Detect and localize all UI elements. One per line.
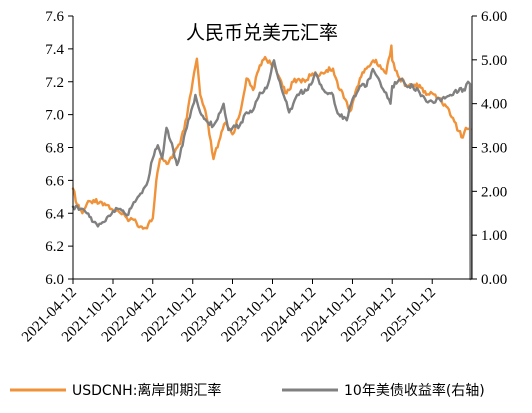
legend-label-treasury: 10年美债收益率(右轴) bbox=[344, 382, 485, 399]
right-y-tick-label: 3.00 bbox=[481, 141, 507, 157]
legend-label-usdcnh: USDCNH:离岸即期汇率 bbox=[72, 382, 221, 399]
legend: USDCNH:离岸即期汇率 10年美债收益率(右轴) bbox=[10, 382, 485, 399]
left-y-tick-label: 6.0 bbox=[45, 272, 64, 288]
left-y-tick-label: 6.4 bbox=[45, 206, 64, 222]
left-y-tick-label: 7.4 bbox=[45, 42, 64, 58]
right-y-tick-label: 1.00 bbox=[481, 228, 507, 244]
right-y-tick-label: 4.00 bbox=[481, 97, 507, 113]
left-y-tick-label: 6.2 bbox=[45, 239, 64, 255]
left-y-tick-label: 6.6 bbox=[45, 173, 64, 189]
right-y-tick-label: 2.00 bbox=[481, 184, 507, 200]
left-y-tick-label: 7.0 bbox=[45, 108, 64, 124]
treasury-yield-series-line bbox=[71, 59, 472, 281]
right-y-tick-label: 5.00 bbox=[481, 53, 507, 69]
right-y-tick-label: 0.00 bbox=[481, 272, 507, 288]
series-layer bbox=[71, 44, 472, 281]
left-y-tick-label: 7.6 bbox=[45, 9, 64, 25]
left-y-tick-label: 6.8 bbox=[45, 141, 64, 157]
chart-title: 人民币兑美元汇率 bbox=[186, 22, 338, 44]
left-y-tick-label: 7.2 bbox=[45, 75, 64, 91]
right-y-tick-label: 6.00 bbox=[481, 9, 507, 25]
